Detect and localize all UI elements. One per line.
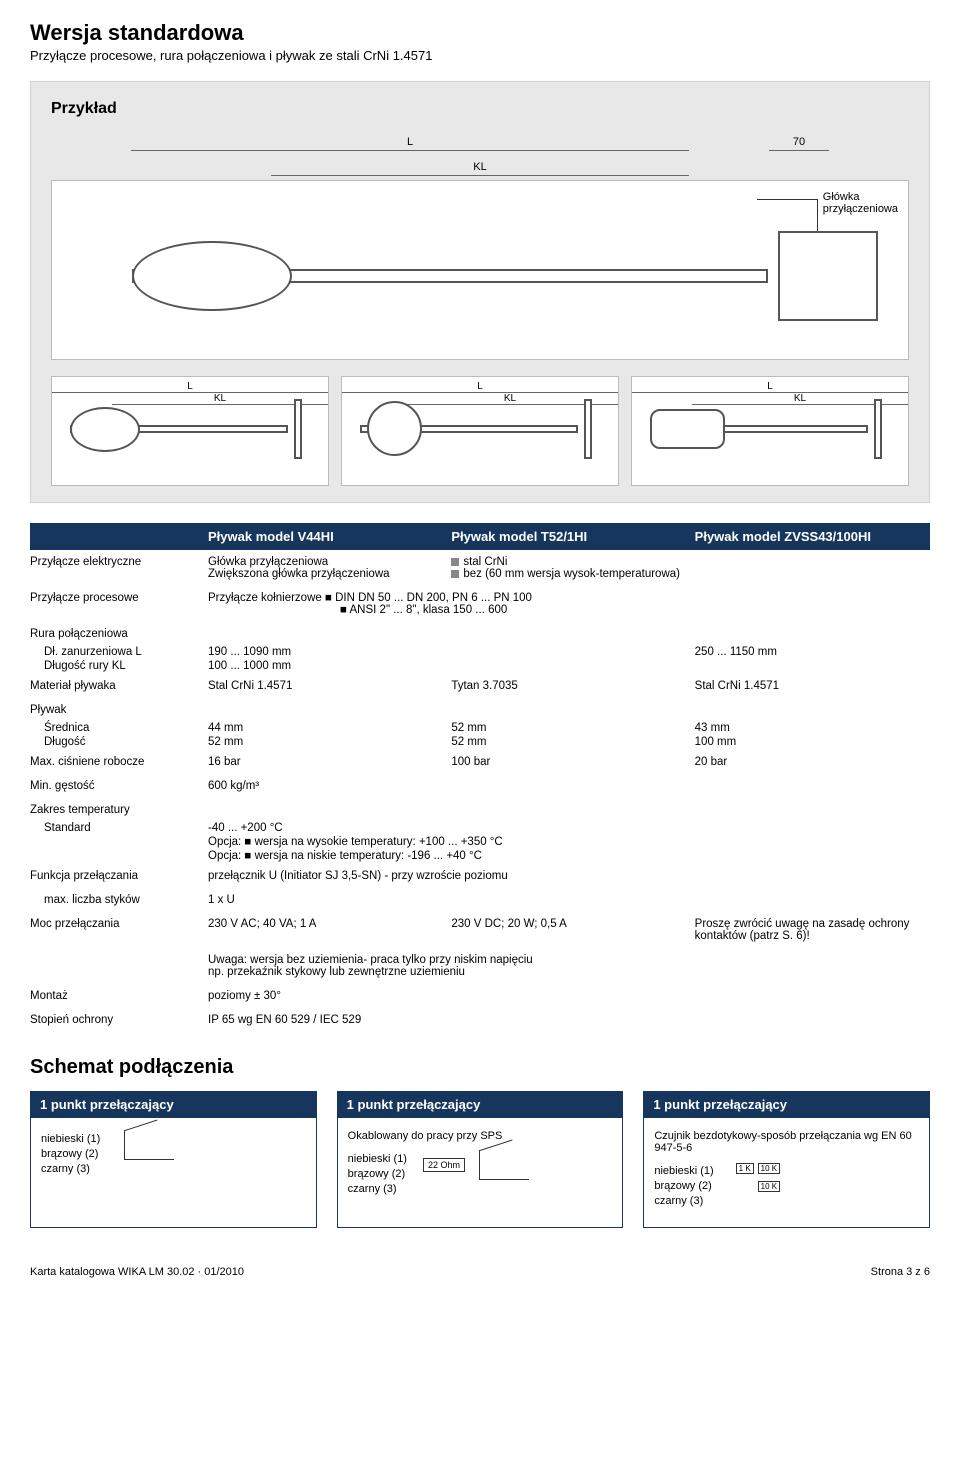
wire-label: brązowy (2) — [348, 1168, 407, 1180]
sm-dim-L: L — [52, 381, 328, 393]
main-diagram: Główka przyłączeniowa — [51, 180, 909, 360]
schematic-row: 1 punkt przełączający niebieski (1) brązow… — [30, 1091, 930, 1228]
schem-subtitle: Czujnik bezdotykowy-sposób przełączania … — [654, 1130, 919, 1154]
head-shape — [778, 231, 878, 321]
small-diagram-row: L KL L KL L KL — [51, 376, 909, 486]
sm-float — [650, 409, 725, 449]
small-diagram-3: L KL — [631, 376, 909, 486]
schem-subtitle: Okablowany do pracy przy SPS — [348, 1130, 613, 1142]
sm-float — [367, 401, 422, 456]
float-shape — [132, 241, 292, 311]
head-callout: Główka przyłączeniowa — [823, 191, 898, 215]
sm-flange — [874, 399, 882, 459]
wire-label: brązowy (2) — [41, 1148, 100, 1160]
spec-header: Pływak model V44HI Pływak model T52/1HI … — [30, 523, 930, 550]
wire-label: niebieski (1) — [348, 1153, 407, 1165]
footer-right: Strona 3 z 6 — [871, 1266, 930, 1278]
page-title: Wersja standardowa — [30, 20, 930, 46]
spec-header-c3: Pływak model T52/1HI — [443, 529, 686, 544]
schem-box-title: 1 punkt przełączający — [30, 1091, 317, 1118]
sm-dim-L: L — [342, 381, 618, 393]
schem-box-title: 1 punkt przełączający — [643, 1091, 930, 1118]
wire-label: brązowy (2) — [654, 1180, 713, 1192]
page-subtitle: Przyłącze procesowe, rura połączeniowa i… — [30, 48, 930, 63]
wire-label: niebieski (1) — [654, 1165, 713, 1177]
dim-KL: KL — [271, 161, 689, 176]
example-label: Przykład — [51, 100, 909, 118]
spec-header-blank — [30, 529, 200, 544]
page-footer: Karta katalogowa WIKA LM 30.02 · 01/2010… — [30, 1258, 930, 1278]
footer-left: Karta katalogowa WIKA LM 30.02 · 01/2010 — [30, 1266, 244, 1278]
dim-row-top: L 70 — [51, 132, 909, 161]
sm-flange — [584, 399, 592, 459]
switch-symbol — [124, 1130, 174, 1160]
spec-header-c2: Pływak model V44HI — [200, 529, 443, 544]
spec-body: Przyłącze elektryczneGłówka przyłączenio… — [30, 550, 930, 1032]
schem-box-body: Okablowany do pracy przy SPS niebieski (1… — [337, 1118, 624, 1228]
dim-spacer — [769, 161, 829, 176]
schematic-heading: Schemat podłączenia — [30, 1056, 930, 1079]
schem-box-body: Czujnik bezdotykowy-sposób przełączania … — [643, 1118, 930, 1228]
wire-label: czarny (3) — [654, 1195, 713, 1207]
sm-flange — [294, 399, 302, 459]
wire-list: niebieski (1) brązowy (2) czarny (3) — [654, 1162, 713, 1210]
dim-row-kl: KL — [51, 161, 909, 180]
dim-70: 70 — [769, 136, 829, 151]
wire-list: niebieski (1) brązowy (2) czarny (3) — [348, 1150, 407, 1198]
dim-L: L — [131, 136, 689, 151]
small-diagram-1: L KL — [51, 376, 329, 486]
schem-box-body: niebieski (1) brązowy (2) czarny (3) — [30, 1118, 317, 1228]
diagram-area: Przykład L 70 KL Główka przyłączeniowa L… — [30, 81, 930, 503]
ohm-label: 22 Ohm — [423, 1158, 465, 1172]
schem-box-title: 1 punkt przełączający — [337, 1091, 624, 1118]
wire-list: niebieski (1) brązowy (2) czarny (3) — [41, 1130, 100, 1178]
wire-label: niebieski (1) — [41, 1133, 100, 1145]
wire-label: czarny (3) — [348, 1183, 407, 1195]
sm-float — [70, 407, 140, 452]
switch-symbol — [479, 1150, 529, 1180]
wire-label: czarny (3) — [41, 1163, 100, 1175]
small-diagram-2: L KL — [341, 376, 619, 486]
spec-header-c4: Pływak model ZVSS43/100HI — [687, 529, 930, 544]
sm-dim-L: L — [632, 381, 908, 393]
